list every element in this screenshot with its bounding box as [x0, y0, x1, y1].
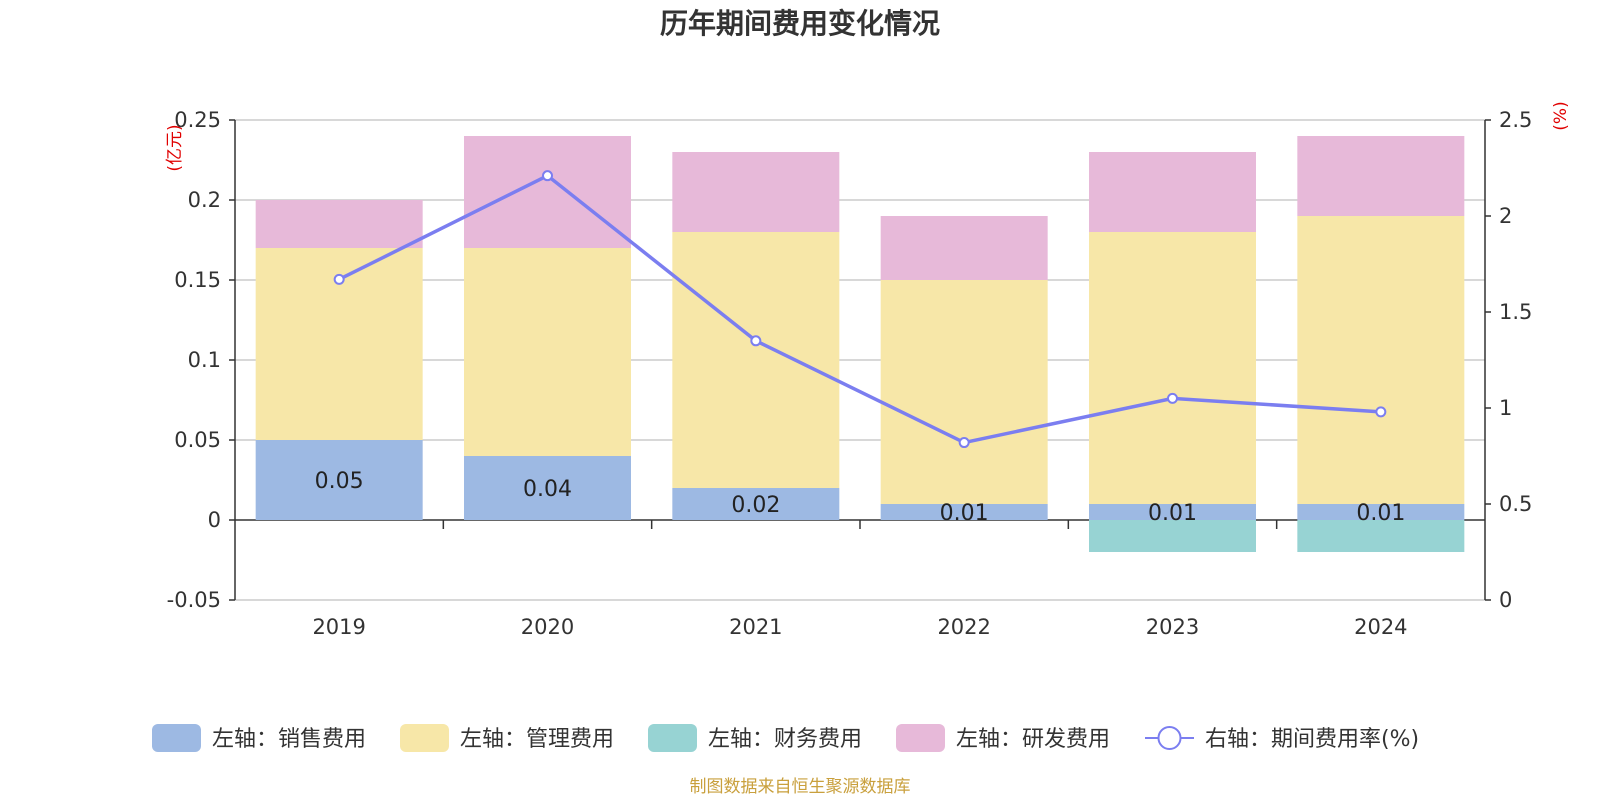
expense-rate-point	[1167, 392, 1178, 404]
legend-label: 左轴：研发费用	[956, 727, 1110, 752]
left-tick-label: 0.25	[174, 108, 221, 132]
legend-label: 左轴：销售费用	[212, 727, 366, 752]
bar-data-label: 0.02	[731, 493, 780, 518]
axes: -0.05 0 0.05 0.1 0.15 0.2 0.25 0 0.5 1 1.5 2 2.5 (亿元)…	[165, 101, 1571, 639]
category-label: 2022	[937, 615, 990, 639]
bar-segment	[255, 200, 423, 248]
right-tick-label: 0.5	[1499, 492, 1532, 516]
right-tick-label: 0	[1499, 588, 1512, 612]
bar-segment	[255, 440, 423, 520]
expense-rate-line	[333, 170, 1387, 449]
bars	[255, 136, 1465, 552]
bar-segment	[672, 232, 840, 488]
expense-rate-point	[750, 335, 762, 347]
expense-rate-polyline	[338, 173, 1381, 445]
left-axis-unit: (亿元)	[165, 124, 185, 171]
left-tick-label: 0	[208, 508, 221, 532]
left-tick-label: 0.1	[188, 348, 221, 372]
bar-segment	[672, 152, 840, 232]
category-label: 2019	[312, 615, 365, 639]
legend-swatch	[648, 724, 697, 752]
bar-segment	[1089, 232, 1256, 504]
bar-segment	[1089, 152, 1256, 232]
bar-segment	[880, 280, 1048, 504]
bar-segment	[464, 136, 631, 248]
category-label: 2023	[1146, 615, 1199, 639]
expense-rate-point	[958, 437, 970, 449]
bar-data-label: 0.01	[1148, 501, 1197, 526]
bar-segment	[1297, 520, 1465, 552]
expense-rate-point	[542, 170, 553, 182]
bar-data-label: 0.04	[523, 477, 572, 502]
left-tick-label: 0.2	[188, 188, 221, 212]
bar-segment	[672, 488, 840, 520]
legend-swatch	[896, 724, 945, 752]
right-tick-label: 1.5	[1499, 300, 1532, 324]
grid-lines	[235, 119, 1485, 601]
legend-swatch	[152, 724, 201, 752]
expense-rate-point	[333, 273, 345, 285]
legend-swatch	[400, 724, 449, 752]
legend-label: 左轴：财务费用	[708, 727, 862, 752]
bar-segment	[880, 216, 1048, 280]
bar-segment	[464, 248, 631, 456]
legend-circle-marker	[1157, 726, 1182, 750]
category-label: 2021	[729, 615, 782, 639]
bar-labels: 0.05 0.04 0.02 0.01 0.01 0.01	[315, 469, 1406, 526]
bar-segment	[1297, 136, 1465, 216]
legend: 左轴：销售费用 左轴：管理费用 左轴：财务费用 左轴：研发费用 右轴：期间费用率(%)	[152, 724, 1419, 752]
bar-data-label: 0.01	[1356, 501, 1405, 526]
left-tick-label: -0.05	[167, 588, 221, 612]
category-label: 2020	[521, 615, 574, 639]
bar-segment	[1297, 216, 1465, 504]
right-axis-unit: (%)	[1551, 101, 1571, 130]
left-tick-label: 0.15	[174, 268, 221, 292]
bar-data-label: 0.01	[940, 501, 989, 526]
legend-label: 左轴：管理费用	[460, 727, 614, 752]
bar-data-label: 0.05	[315, 469, 364, 494]
legend-label: 右轴：期间费用率(%)	[1205, 727, 1419, 752]
data-source-footer: 制图数据来自恒生聚源数据库	[690, 777, 911, 797]
bar-segment	[1297, 504, 1465, 520]
right-tick-label: 2.5	[1499, 108, 1532, 132]
right-tick-label: 2	[1499, 204, 1512, 228]
chart-title: 历年期间费用变化情况	[660, 7, 940, 40]
bar-segment	[464, 456, 631, 520]
expense-rate-point	[1375, 406, 1387, 418]
bar-segment	[1089, 520, 1256, 552]
right-tick-label: 1	[1499, 396, 1512, 420]
bar-segment	[880, 504, 1048, 520]
bar-segment	[1089, 504, 1256, 520]
left-tick-label: 0.05	[174, 428, 221, 452]
category-label: 2024	[1354, 615, 1407, 639]
